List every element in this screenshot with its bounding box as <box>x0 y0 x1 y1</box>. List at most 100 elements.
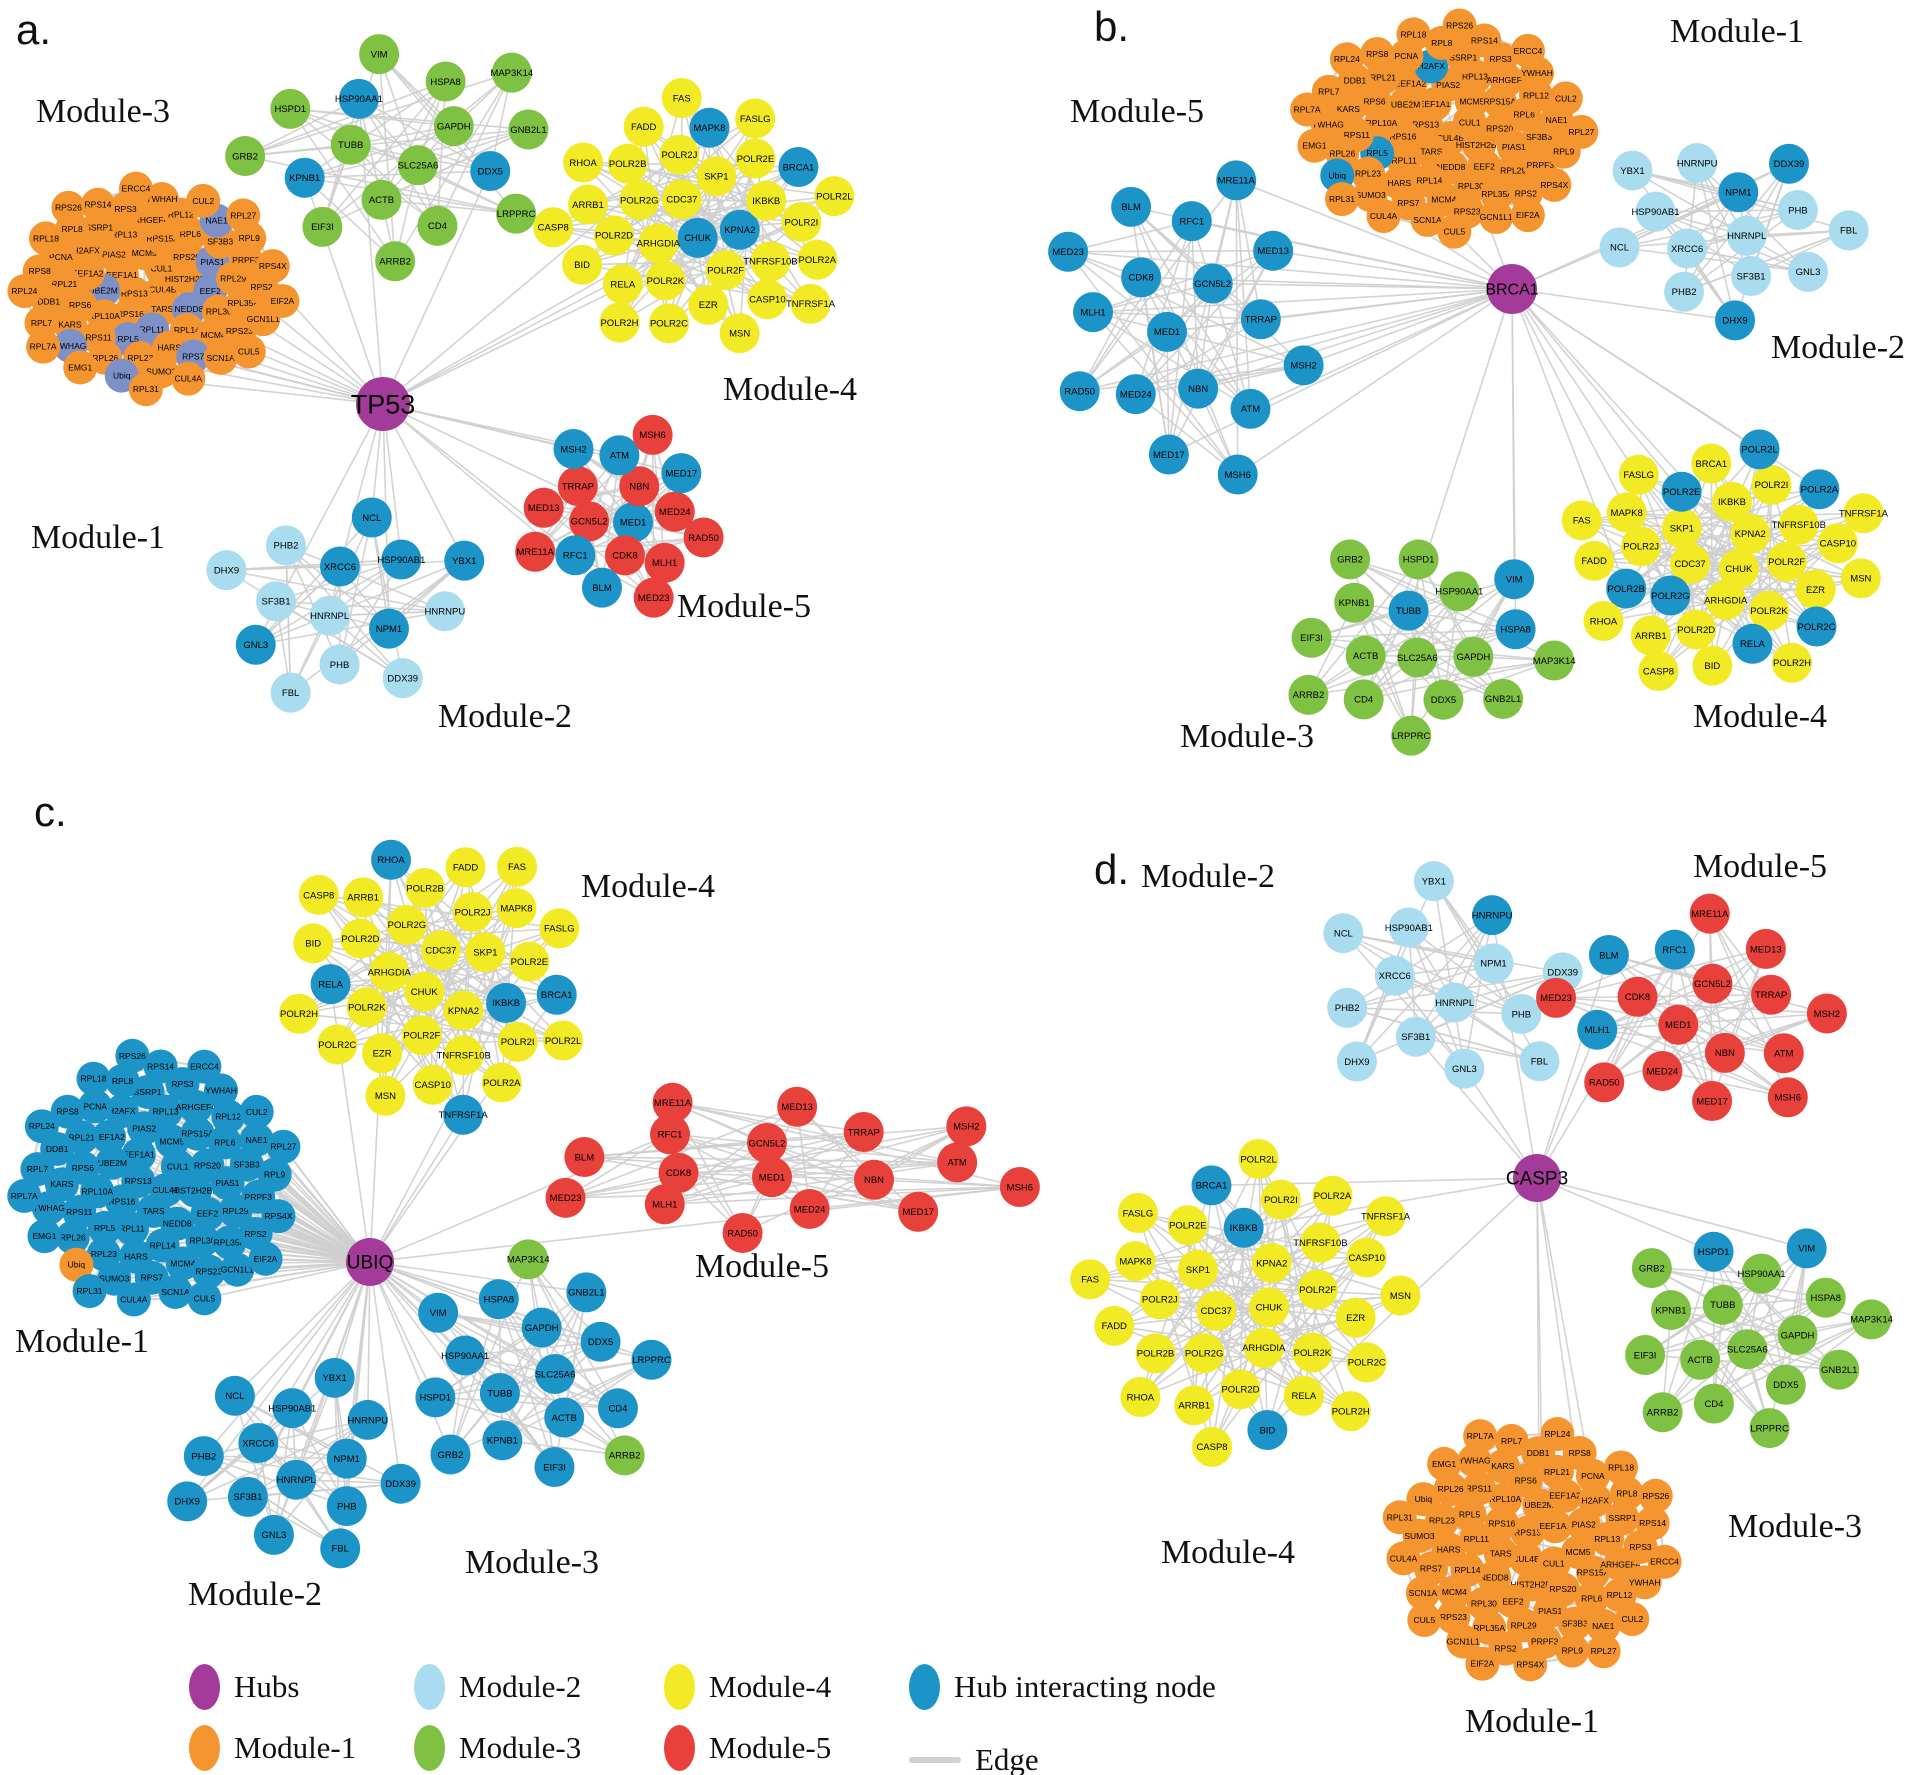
gene-label: HIST2H2BE <box>1456 140 1503 150</box>
gene-label: KARS <box>58 319 81 329</box>
module2-swatch-icon <box>414 1664 445 1710</box>
gene-node: RAD50 <box>1059 371 1100 412</box>
gene-label: MED1 <box>1665 1020 1691 1031</box>
module-label: Module-1 <box>1465 1703 1599 1740</box>
gene-label: GRB2 <box>232 151 258 162</box>
gene-node: XRCC6 <box>319 546 360 587</box>
gene-label: NPM1 <box>334 1454 360 1465</box>
gene-label: HIST2H2BE <box>165 274 212 284</box>
gene-label: GCN5L2 <box>749 1138 786 1149</box>
gene-label: POLR2J <box>661 150 697 161</box>
gene-node: POLR2J <box>452 891 493 932</box>
gene-node: RPL27 <box>1564 114 1599 149</box>
legend-label: Hubs <box>234 1669 300 1704</box>
gene-node: MSH2 <box>553 429 594 470</box>
gene-node: FADD <box>1574 540 1615 581</box>
gene-label: MRE11A <box>517 547 555 558</box>
gene-label: ARRB2 <box>1647 1408 1679 1419</box>
gene-label: POLR2A <box>1801 485 1839 496</box>
hub-label: UBIQ <box>347 1253 393 1274</box>
gene-node: RPS4X <box>1537 167 1572 202</box>
gene-node: TNFRSF1A <box>1839 493 1889 534</box>
gene-label: NCL <box>362 513 381 524</box>
gene-label: EMG1 <box>1432 1459 1456 1469</box>
gene-label: TUBB <box>487 1388 512 1399</box>
gene-label: MED13 <box>1750 944 1782 955</box>
gene-node: RHOA <box>371 839 412 880</box>
gene-node: RHOA <box>563 142 604 183</box>
gene-label: VIM <box>371 49 388 60</box>
gene-label: POLR2C <box>318 1040 356 1051</box>
gene-node: DHX9 <box>206 550 247 591</box>
gene-label: RPL11 <box>1464 1534 1490 1544</box>
gene-label: EIF2A <box>271 296 295 306</box>
gene-node: GAPDH <box>521 1307 562 1348</box>
gene-node: EIF3I <box>534 1447 575 1488</box>
gene-node: ERCC4 <box>1647 1544 1682 1579</box>
gene-label: RAD50 <box>1589 1078 1620 1089</box>
gene-node: MED13 <box>1745 928 1786 969</box>
gene-label: RPS6 <box>1363 96 1385 106</box>
gene-node: CUL2 <box>186 183 221 218</box>
gene-label: SF3B1 <box>233 1492 262 1503</box>
gene-node: ARRB1 <box>343 877 384 918</box>
gene-node: ARRB1 <box>1174 1385 1215 1426</box>
gene-node: DHX9 <box>167 1481 208 1522</box>
gene-label: CUL2 <box>1555 93 1577 103</box>
gene-label: EEF1A2 <box>1549 1491 1581 1501</box>
module-label: Module-4 <box>723 371 857 408</box>
gene-label: CUL1 <box>151 264 173 274</box>
gene-node: HSP90AA1 <box>1738 1253 1786 1294</box>
gene-node: HNRNPU <box>1472 895 1513 936</box>
gene-node: RPL24 <box>7 274 42 309</box>
gene-label: PCNA <box>49 252 73 262</box>
gene-node: RPS11 <box>62 1195 97 1230</box>
gene-node: LRPPRC <box>631 1339 672 1380</box>
gene-label: RPL12 <box>1607 1590 1633 1600</box>
gene-label: POLR2D <box>1677 625 1715 636</box>
gene-label: BLM <box>575 1152 595 1163</box>
gene-label: MED23 <box>550 1193 582 1204</box>
gene-node: SKP1 <box>465 932 506 973</box>
gene-label: CDC37 <box>1201 1306 1232 1317</box>
gene-label: RPS3 <box>1490 54 1512 64</box>
gene-label: YWHAG <box>33 1203 65 1213</box>
gene-node: CD4 <box>1343 679 1384 720</box>
gene-node: PHB <box>1501 993 1542 1034</box>
gene-label: PRPF3 <box>232 255 260 265</box>
gene-node: MCM4 <box>1437 1575 1472 1610</box>
legend-label: Edge <box>975 1742 1039 1775</box>
gene-node: TUBB <box>330 124 371 165</box>
gene-node: RPL26 <box>55 1220 90 1255</box>
gene-label: FAS <box>508 862 526 873</box>
gene-label: RPL9 <box>1553 146 1575 156</box>
gene-label: SF3B1 <box>1401 1032 1430 1043</box>
gene-label: RPL21 <box>51 279 77 289</box>
gene-label: CD4 <box>428 221 447 232</box>
gene-node: SKP1 <box>1177 1249 1218 1290</box>
gene-node: MED1 <box>613 502 654 543</box>
gene-label: SKP1 <box>704 172 728 183</box>
gene-node: H2AFX <box>1578 1483 1613 1518</box>
gene-node: UBE2M <box>95 1145 130 1180</box>
gene-node: POLR2J <box>1139 1279 1180 1320</box>
gene-label: ARHGDIA <box>368 967 412 978</box>
gene-node: EIF3I <box>1291 617 1332 658</box>
gene-node: NPM1 <box>326 1438 367 1479</box>
gene-label: POLR2K <box>1750 606 1788 617</box>
gene-label: RPS2 <box>250 282 272 292</box>
gene-label: RPS7 <box>182 352 204 362</box>
gene-label: MSN <box>375 1091 396 1102</box>
gene-label: RPL27 <box>1591 1646 1617 1656</box>
gene-label: HNRNPU <box>347 1415 388 1426</box>
gene-label: POLR2I <box>785 217 819 228</box>
gene-label: H2AFX <box>72 246 100 256</box>
gene-node: BRCA1 <box>778 147 819 188</box>
gene-label: SLC25A6 <box>535 1369 576 1380</box>
gene-label: CUL4A <box>1370 211 1398 221</box>
gene-label: PCNA <box>83 1101 107 1111</box>
gene-label: GRB2 <box>438 1450 464 1461</box>
gene-node: DHX9 <box>1715 300 1756 341</box>
gene-node: EMG1 <box>1297 128 1332 163</box>
gene-node: EIF2A <box>1465 1646 1500 1681</box>
